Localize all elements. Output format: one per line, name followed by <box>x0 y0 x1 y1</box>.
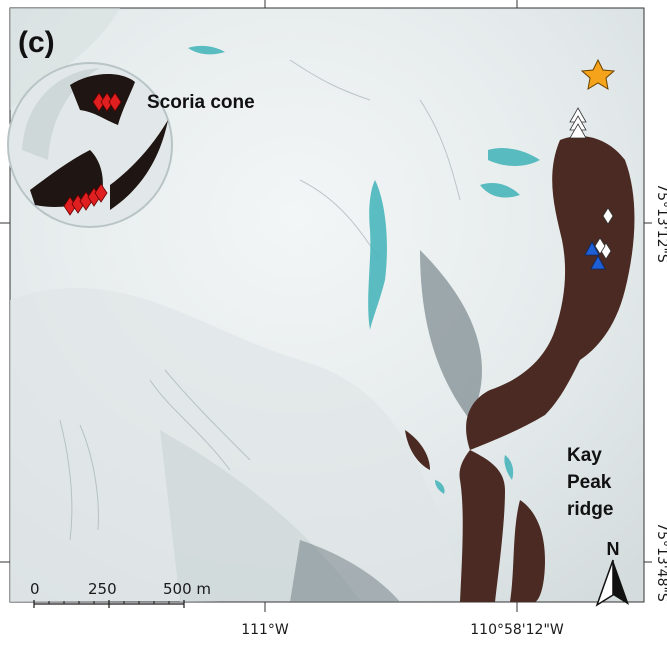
kay-peak-label-line3: ridge <box>567 499 613 520</box>
blue-triangle-markers <box>584 241 606 270</box>
kay-peak-label-line1: Kay <box>567 445 602 466</box>
panel-label: (c) <box>18 26 55 59</box>
melt-water <box>188 45 540 494</box>
scale-bar: 0 250 500 m <box>30 580 211 608</box>
white-triangle-markers <box>569 107 587 139</box>
bottom-tick-label-111W: 111°W <box>241 622 289 638</box>
north-arrow-label: N <box>607 539 620 559</box>
scoria-cone-label: Scoria cone <box>147 92 255 113</box>
right-tick-label-75-13-48S: 75°13'48"S <box>654 522 667 602</box>
red-diamond <box>108 92 122 112</box>
red-diamond-markers-lower <box>63 183 108 216</box>
scale-tick-250: 250 <box>88 580 117 598</box>
scale-tick-500: 500 m <box>163 580 211 598</box>
white-diamond-markers <box>594 207 614 260</box>
red-diamond-markers-upper <box>92 92 122 112</box>
kay-peak-label-line2: Peak <box>567 472 612 493</box>
kay-peak-ridge-rock <box>405 136 635 602</box>
scale-tick-0: 0 <box>30 580 40 598</box>
scoria-cone <box>7 62 173 228</box>
star-marker <box>580 58 616 90</box>
red-diamond <box>94 183 108 203</box>
north-arrow: N <box>595 539 629 607</box>
bottom-tick-label-110-58-12W: 110°58'12"W <box>470 622 564 638</box>
right-tick-label-75-13-12S: 75°13'12"S <box>654 183 667 263</box>
satellite-image <box>7 7 645 603</box>
